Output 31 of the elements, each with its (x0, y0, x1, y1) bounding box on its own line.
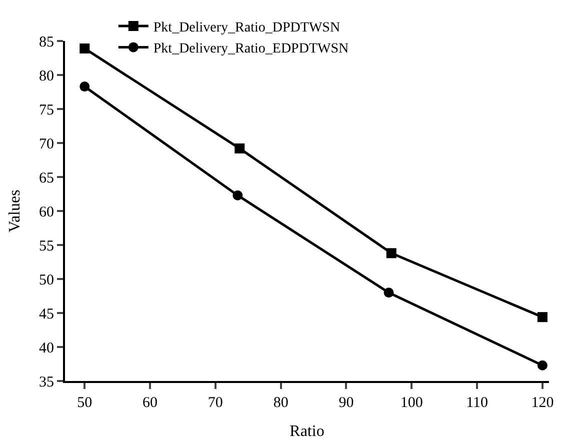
point (537, 312, 548, 322)
y-tick-label: 60 (39, 204, 54, 220)
x-tick-label: 110 (466, 395, 488, 411)
point (80, 82, 90, 92)
x-tick-label: 90 (338, 395, 354, 411)
x-axis-title: Ratio (290, 423, 324, 440)
x-tick-label: 120 (531, 395, 554, 411)
legend-label: Pkt_Delivery_Ratio_DPDTWSN (153, 20, 340, 36)
y-axis-title: Values (6, 190, 24, 232)
point (80, 43, 90, 54)
x-tick-label: 60 (142, 395, 158, 411)
point (537, 360, 548, 370)
y-tick-label: 80 (39, 68, 54, 84)
y-tick-label: 45 (39, 306, 54, 322)
point (386, 248, 396, 258)
x-tick-label: 70 (208, 395, 223, 411)
y-tick-label: 55 (39, 238, 54, 254)
point (232, 190, 243, 200)
x-tick-label: 100 (400, 395, 423, 411)
y-tick-label: 35 (39, 374, 54, 390)
point (234, 143, 245, 154)
y-tick-label: 65 (39, 170, 54, 186)
y-tick-label: 85 (39, 34, 54, 50)
y-tick-label: 40 (39, 340, 54, 356)
x-tick-label: 80 (273, 395, 288, 411)
y-tick-label: 75 (39, 102, 54, 118)
y-tick-label: 70 (39, 136, 54, 152)
x-tick-label: 50 (77, 395, 92, 411)
y-tick-label: 50 (39, 272, 54, 288)
point (384, 288, 394, 298)
legend-label: Pkt_Delivery_Ratio_EDPDTWSN (153, 42, 349, 57)
